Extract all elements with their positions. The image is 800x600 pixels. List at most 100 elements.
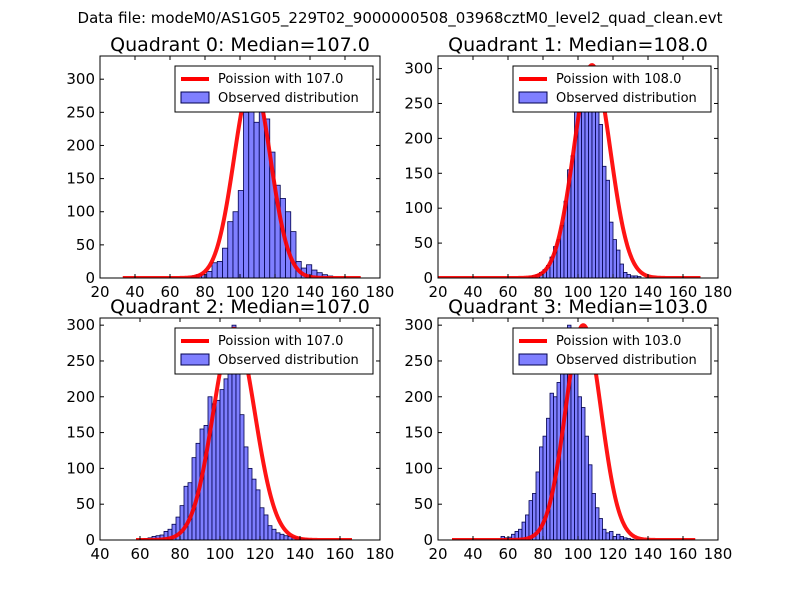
y-tick-label: 0: [423, 531, 433, 549]
histogram-bar: [222, 247, 229, 278]
y-tick-label: 100: [404, 459, 433, 477]
x-tick-label: 140: [634, 545, 663, 563]
legend-histogram-swatch: [518, 353, 548, 366]
histogram-bar: [637, 276, 642, 278]
histogram-bar: [271, 528, 277, 540]
y-tick-label: 50: [76, 495, 95, 513]
x-tick-label: 160: [669, 545, 698, 563]
x-tick-label: 60: [160, 283, 179, 301]
x-tick-label: 40: [463, 283, 482, 301]
histogram-bar: [247, 467, 253, 540]
histogram-bar: [248, 103, 255, 278]
chart-title: Quadrant 2: Median=107.0: [110, 296, 370, 318]
histogram-bar: [215, 399, 221, 540]
y-tick-label: 300: [66, 70, 95, 88]
y-tick-label: 150: [66, 170, 95, 188]
legend-frame: [174, 65, 374, 113]
y-tick-label: 250: [404, 352, 433, 370]
histogram-bar: [549, 392, 554, 540]
legend: Poission with 107.0 Observed distribution: [174, 65, 374, 113]
histogram-bar: [619, 536, 624, 540]
x-tick-label: 180: [704, 283, 733, 301]
figure-suptitle: Data file: modeM0/AS1G05_229T02_90000005…: [77, 9, 723, 27]
histogram-bar: [598, 518, 603, 540]
histogram-bar: [602, 528, 607, 540]
y-tick-label: 50: [414, 495, 433, 513]
x-tick-label: 100: [226, 283, 255, 301]
histogram-bar: [232, 211, 239, 278]
y-tick-label: 200: [66, 136, 95, 154]
y-tick-label: 300: [404, 316, 433, 334]
y-tick-label: 250: [66, 103, 95, 121]
histogram-bar: [275, 532, 281, 540]
x-tick-label: 60: [498, 545, 517, 563]
histogram-bar: [574, 346, 579, 540]
y-tick-label: 200: [66, 388, 95, 406]
legend-poisson-label: Poission with 107.0: [218, 334, 343, 349]
histogram-bar: [626, 274, 631, 278]
x-tick-label: 80: [195, 283, 214, 301]
plot-content: [134, 324, 354, 540]
legend-frame: [512, 327, 712, 375]
x-tick-label: 120: [246, 545, 275, 563]
histogram-bar: [609, 531, 614, 540]
histogram-bar: [598, 124, 603, 278]
x-tick-label: 40: [125, 283, 144, 301]
x-tick-label: 120: [599, 283, 628, 301]
y-tick-label: 250: [66, 352, 95, 370]
chart-panel-1: 20 40 60 80 100 120 140 160 180 0 50 100 150 200 250 30…: [404, 34, 732, 301]
histogram-bar: [263, 514, 269, 540]
y-tick-label: 150: [404, 164, 433, 182]
legend-poisson-label: Poission with 108.0: [556, 72, 681, 87]
histogram-bar: [588, 464, 593, 540]
histogram-bar: [259, 507, 265, 540]
x-tick-label: 120: [261, 283, 290, 301]
histogram-bar: [577, 396, 582, 540]
histogram-bar: [235, 367, 241, 540]
histogram-bar: [581, 407, 586, 540]
x-tick-label: 160: [331, 283, 360, 301]
y-tick-label: 100: [66, 203, 95, 221]
x-tick-label: 80: [170, 545, 189, 563]
histogram-bar: [623, 272, 628, 278]
y-tick-label: 0: [85, 531, 95, 549]
histogram-bar: [267, 525, 273, 540]
histogram-bar: [206, 270, 213, 278]
legend: Poission with 107.0 Observed distribution: [174, 327, 374, 375]
histogram-bar: [595, 89, 600, 278]
histogram-bar: [219, 389, 225, 540]
chart-title: Quadrant 0: Median=107.0: [110, 34, 370, 56]
histogram-bar: [227, 221, 234, 278]
legend-histogram-swatch: [180, 91, 210, 104]
histogram-bar: [584, 435, 589, 540]
x-tick-label: 100: [564, 545, 593, 563]
x-tick-label: 160: [326, 545, 355, 563]
y-tick-label: 250: [404, 94, 433, 112]
histogram-bar: [183, 485, 189, 540]
histogram-bar: [612, 536, 617, 540]
x-tick-label: 180: [366, 283, 395, 301]
legend-histogram-label: Observed distribution: [556, 91, 697, 106]
legend-histogram-swatch: [180, 353, 210, 366]
legend: Poission with 108.0 Observed distribution: [512, 65, 712, 113]
histogram-bar: [243, 111, 250, 278]
axes-frame: [99, 317, 381, 541]
x-tick-label: 140: [296, 283, 325, 301]
y-tick-label: 0: [85, 269, 95, 287]
chart-panel-3: 20 40 60 80 100 120 140 160 180 0 50 100 150 200 250 30…: [404, 296, 732, 563]
legend-frame: [174, 327, 374, 375]
histogram-bar: [602, 165, 607, 278]
y-tick-label: 200: [404, 129, 433, 147]
legend-frame: [512, 65, 712, 113]
x-tick-label: 20: [90, 283, 109, 301]
x-tick-label: 80: [533, 545, 552, 563]
x-tick-label: 60: [498, 283, 517, 301]
histogram-bar: [528, 500, 533, 540]
histogram-bar: [253, 121, 260, 278]
x-tick-label: 60: [130, 545, 149, 563]
histogram-bar: [612, 239, 617, 278]
histogram-bar: [237, 190, 244, 278]
x-tick-label: 180: [704, 545, 733, 563]
x-tick-label: 80: [533, 283, 552, 301]
